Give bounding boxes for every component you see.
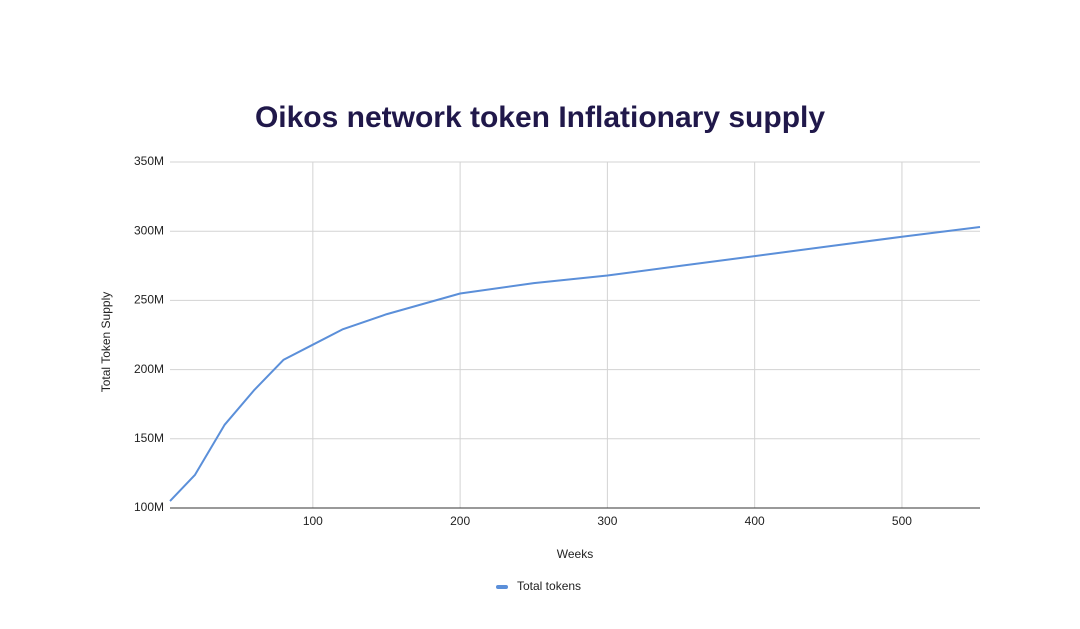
y-tick-label: 100M xyxy=(134,500,164,514)
legend-label: Total tokens xyxy=(517,579,581,593)
legend-swatch xyxy=(496,585,508,589)
y-tick-label: 150M xyxy=(134,431,164,445)
y-tick-label: 250M xyxy=(134,293,164,307)
x-tick-label: 300 xyxy=(597,514,617,528)
x-tick-label: 400 xyxy=(745,514,765,528)
x-tick-label: 200 xyxy=(450,514,470,528)
x-axis-title: Weeks xyxy=(557,547,593,561)
y-axis-title: Total Token Supply xyxy=(99,292,113,393)
y-tick-label: 200M xyxy=(134,362,164,376)
line-series xyxy=(169,226,981,502)
x-tick-label: 100 xyxy=(303,514,323,528)
x-tick-label: 500 xyxy=(892,514,912,528)
chart-title: Oikos network token Inflationary supply xyxy=(255,101,825,134)
y-tick-label: 350M xyxy=(134,154,164,168)
y-tick-label: 300M xyxy=(134,223,164,237)
